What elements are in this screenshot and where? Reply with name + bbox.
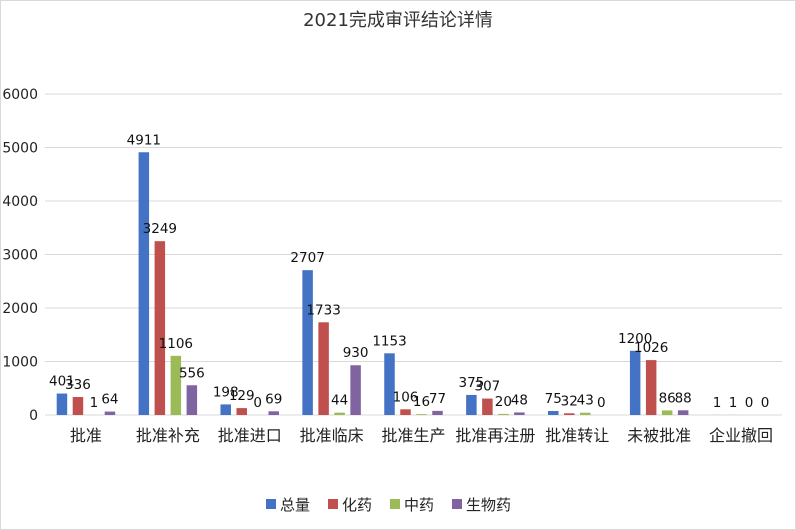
bar bbox=[268, 411, 279, 415]
x-axis-categories: 批准 批准补充 批准进口 批准临床 批准生产 批准再注册 批准转让 未被批准 企业撤回 bbox=[70, 426, 773, 445]
bar bbox=[548, 410, 559, 415]
bar bbox=[400, 409, 411, 415]
x-category-label: 未被批准 bbox=[627, 426, 691, 445]
x-category-label: 批准进口 bbox=[218, 426, 282, 445]
x-category-label: 批准临床 bbox=[300, 426, 364, 445]
data-label: 3249 bbox=[143, 221, 177, 237]
bar bbox=[56, 393, 68, 415]
data-label: 375 bbox=[458, 375, 484, 391]
data-label: 1 bbox=[713, 395, 722, 411]
bar bbox=[154, 241, 166, 415]
legend-label: 总量 bbox=[280, 496, 310, 514]
data-label: 930 bbox=[343, 345, 369, 361]
chart-title: 2021完成审评结论详情 bbox=[303, 10, 493, 31]
y-tick-label: 5000 bbox=[2, 141, 38, 157]
bar bbox=[432, 410, 443, 415]
bar bbox=[645, 360, 657, 415]
data-label: 1106 bbox=[159, 336, 193, 352]
bar bbox=[498, 413, 509, 415]
data-label: 64 bbox=[101, 392, 118, 408]
x-category-label: 批准生产 bbox=[381, 426, 445, 445]
bar bbox=[186, 385, 198, 415]
bar bbox=[170, 355, 182, 415]
bar bbox=[138, 152, 150, 415]
bar bbox=[416, 414, 427, 415]
data-label: 0 bbox=[761, 395, 770, 411]
data-label: 1733 bbox=[306, 302, 340, 318]
bar bbox=[629, 350, 641, 415]
data-label: 307 bbox=[474, 379, 500, 395]
bar bbox=[220, 404, 231, 415]
bar bbox=[72, 397, 84, 415]
data-label: 32 bbox=[561, 393, 578, 409]
bar bbox=[466, 394, 477, 415]
x-category-label: 批准 bbox=[70, 426, 102, 445]
legend-swatch bbox=[266, 499, 276, 509]
data-label: 0 bbox=[745, 395, 754, 411]
x-category-label: 批准补充 bbox=[136, 426, 200, 445]
bar bbox=[318, 322, 329, 415]
data-label: 129 bbox=[229, 388, 255, 404]
y-tick-label: 3000 bbox=[2, 248, 38, 264]
bar bbox=[677, 410, 689, 415]
bar bbox=[236, 408, 247, 415]
data-label: 20 bbox=[495, 394, 512, 410]
data-label: 4911 bbox=[127, 132, 161, 148]
data-label: 0 bbox=[597, 395, 606, 411]
data-label: 48 bbox=[511, 392, 528, 408]
y-axis-ticks: 0 1000 2000 3000 4000 5000 6000 bbox=[2, 87, 38, 424]
data-label: 401 bbox=[49, 374, 75, 390]
bar bbox=[661, 410, 673, 415]
bar bbox=[514, 412, 525, 415]
data-label: 336 bbox=[65, 377, 91, 393]
data-label: 44 bbox=[331, 393, 348, 409]
data-label: 106 bbox=[393, 389, 419, 405]
bar bbox=[564, 413, 575, 415]
y-tick-label: 0 bbox=[29, 408, 38, 424]
data-label: 1153 bbox=[372, 333, 406, 349]
data-label: 1200 bbox=[618, 331, 652, 347]
legend-swatch bbox=[452, 499, 462, 509]
legend-label: 中药 bbox=[404, 496, 434, 514]
data-label: 1 bbox=[729, 395, 738, 411]
data-label: 88 bbox=[675, 390, 692, 406]
bar bbox=[580, 412, 591, 415]
y-tick-label: 2000 bbox=[2, 301, 38, 317]
x-category-label: 批准再注册 bbox=[455, 426, 535, 445]
legend-label: 化药 bbox=[342, 496, 372, 514]
data-label: 77 bbox=[429, 391, 446, 407]
data-label: 16 bbox=[413, 394, 430, 410]
data-label: 69 bbox=[265, 391, 282, 407]
bar bbox=[350, 365, 361, 415]
y-tick-label: 1000 bbox=[2, 355, 38, 371]
bar bbox=[104, 411, 116, 415]
x-category-label: 批准转让 bbox=[545, 426, 609, 445]
data-label: 86 bbox=[659, 390, 676, 406]
y-tick-label: 4000 bbox=[2, 194, 38, 210]
legend-swatch bbox=[328, 499, 338, 509]
legend-swatch bbox=[390, 499, 400, 509]
data-label: 556 bbox=[179, 365, 205, 381]
data-label: 2707 bbox=[290, 250, 324, 266]
bar bbox=[302, 270, 313, 415]
data-label: 0 bbox=[253, 395, 262, 411]
data-label: 198 bbox=[213, 384, 239, 400]
data-label: 1 bbox=[90, 395, 99, 411]
x-category-label: 企业撤回 bbox=[709, 426, 773, 445]
legend-label: 生物药 bbox=[466, 496, 511, 514]
bars bbox=[56, 152, 739, 415]
bar bbox=[334, 412, 345, 415]
data-label: 75 bbox=[545, 391, 562, 407]
data-label: 1026 bbox=[634, 340, 668, 356]
y-tick-label: 6000 bbox=[2, 87, 38, 103]
gridlines bbox=[45, 93, 782, 416]
legend: 总量 化药 中药 生物药 bbox=[266, 496, 511, 514]
data-label: 43 bbox=[577, 393, 594, 409]
bar bbox=[384, 353, 395, 415]
bar bbox=[482, 398, 493, 415]
